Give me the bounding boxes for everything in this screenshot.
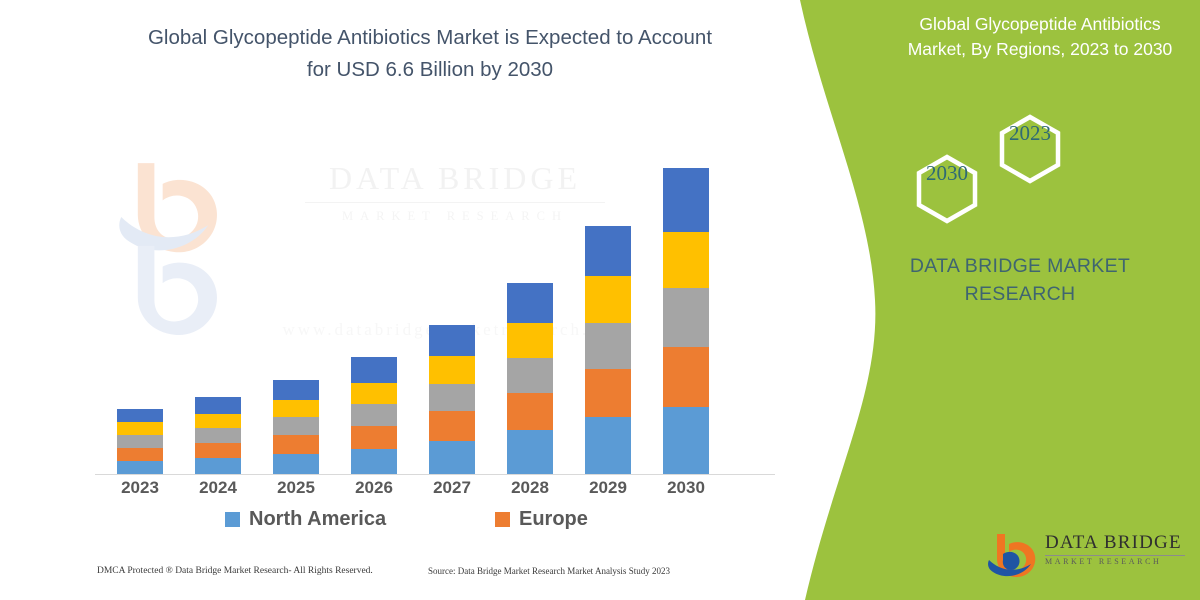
bar-segment-europe-2029 (585, 368, 631, 418)
bar-segment-series-5-2029 (585, 226, 631, 276)
bar-column-2026 (351, 357, 397, 475)
bar-column-2029 (585, 226, 631, 475)
bar-column-2025 (273, 379, 319, 475)
bar-segment-series-4-2026 (351, 382, 397, 404)
x-tick-2028: 2028 (511, 478, 549, 497)
bar-segment-north-america-2026 (351, 448, 397, 475)
legend-swatch-icon (495, 512, 510, 527)
bar-segment-north-america-2024 (195, 457, 241, 475)
footer-source: Source: Data Bridge Market Research Mark… (428, 566, 670, 576)
bar-segment-series-3-2025 (273, 417, 319, 436)
bar-segment-north-america-2025 (273, 454, 319, 475)
green-panel-content: Global Glycopeptide Antibiotics Market, … (740, 0, 1200, 600)
legend-item-north-america[interactable]: North America (225, 508, 386, 531)
bar-segment-north-america-2027 (429, 440, 475, 475)
logo-mark-icon (988, 534, 1036, 578)
bar-segment-series-4-2023 (117, 422, 163, 435)
bar-segment-europe-2030 (663, 346, 709, 408)
bar-segment-series-4-2028 (507, 323, 553, 358)
logo-name: DATA BRIDGE (1045, 532, 1182, 553)
x-axis-line (95, 474, 775, 475)
x-axis-tick-labels: 2023 2024 2025 2026 2027 2028 2029 2030 (95, 478, 775, 504)
bar-segment-series-3-2029 (585, 322, 631, 369)
bar-segment-series-3-2023 (117, 434, 163, 448)
bar-segment-series-3-2026 (351, 403, 397, 426)
chart-title-line-2: for USD 6.6 Billion by 2030 (306, 57, 554, 81)
logo-divider (1045, 555, 1185, 556)
legend-swatch-icon (225, 512, 240, 527)
panel-title-line-1: Global Glycopeptide Antibiotics (919, 14, 1161, 34)
bar-segment-series-3-2024 (195, 428, 241, 443)
bar-segment-series-5-2025 (273, 379, 319, 400)
x-tick-2027: 2027 (433, 478, 471, 497)
data-bridge-logo: DATA BRIDGE MARKET RESEARCH (985, 530, 1185, 586)
bar-segment-series-4-2030 (663, 231, 709, 288)
logo-subtitle: MARKET RESEARCH (1045, 557, 1162, 566)
bar-segment-series-5-2027 (429, 324, 475, 356)
bar-segment-series-5-2030 (663, 168, 709, 232)
bar-segment-series-4-2024 (195, 413, 241, 429)
hexagon-2030-label: 2030 (926, 161, 968, 185)
bar-segment-europe-2025 (273, 435, 319, 455)
x-tick-2029: 2029 (589, 478, 627, 497)
bar-segment-series-5-2026 (351, 357, 397, 383)
chart-plot-area: DATA BRIDGE MARKET RESEARCH www.databrid… (95, 140, 775, 475)
bar-segment-series-5-2028 (507, 283, 553, 324)
panel-brand-line-2: RESEARCH (964, 283, 1076, 306)
hexagon-2023-label: 2023 (1009, 121, 1051, 145)
bar-column-2023 (117, 408, 163, 475)
footer: DMCA Protected ® Data Bridge Market Rese… (0, 566, 790, 588)
x-tick-2030: 2030 (667, 478, 705, 497)
bar-segment-europe-2028 (507, 392, 553, 430)
bar-column-2027 (429, 324, 475, 475)
bar-segment-north-america-2028 (507, 429, 553, 475)
hexagon-2030: 2030 (916, 154, 978, 224)
legend-label: Europe (519, 508, 588, 530)
bar-segment-north-america-2029 (585, 417, 631, 475)
logo-wordmark: DATA BRIDGE MARKET RESEARCH (1045, 533, 1190, 566)
panel-brand: DATA BRIDGE MARKET RESEARCH (870, 252, 1170, 309)
legend-label: North America (249, 508, 387, 530)
stacked-bar-series (95, 147, 775, 475)
footer-copyright: DMCA Protected ® Data Bridge Market Rese… (97, 566, 373, 576)
chart-title-line-1: Global Glycopeptide Antibiotics Market i… (147, 26, 713, 49)
bar-segment-series-4-2025 (273, 399, 319, 418)
panel-brand-line-1: DATA BRIDGE MARKET (909, 255, 1131, 277)
bar-segment-europe-2026 (351, 425, 397, 449)
bar-segment-series-3-2028 (507, 357, 553, 393)
x-tick-2025: 2025 (277, 478, 315, 497)
x-tick-2024: 2024 (199, 478, 237, 497)
bar-column-2028 (507, 283, 553, 475)
bar-segment-series-5-2024 (195, 397, 241, 414)
bar-segment-series-4-2027 (429, 356, 475, 384)
bar-segment-series-5-2023 (117, 408, 163, 423)
x-tick-2023: 2023 (121, 478, 159, 497)
bar-column-2024 (195, 397, 241, 475)
panel-title: Global Glycopeptide Antibiotics Market, … (890, 12, 1190, 63)
bar-segment-series-4-2029 (585, 275, 631, 323)
bar-segment-north-america-2023 (117, 460, 163, 475)
bar-segment-series-3-2027 (429, 383, 475, 412)
bar-segment-europe-2027 (429, 411, 475, 441)
bar-segment-series-3-2030 (663, 287, 709, 347)
chart-legend: North America Europe (95, 508, 775, 540)
x-tick-2026: 2026 (355, 478, 393, 497)
bar-segment-north-america-2030 (663, 407, 709, 475)
bar-segment-europe-2023 (117, 447, 163, 461)
panel-title-line-2: Market, By Regions, 2023 to 2030 (907, 39, 1173, 60)
chart-title: Global Glycopeptide Antibiotics Market i… (95, 22, 765, 86)
bar-column-2030 (663, 168, 709, 475)
legend-item-europe[interactable]: Europe (495, 508, 588, 531)
green-panel-background (800, 0, 1200, 600)
hexagon-badges: 2030 2023 (740, 95, 1200, 225)
hexagon-2023: 2023 (999, 114, 1061, 184)
bar-segment-europe-2024 (195, 442, 241, 458)
